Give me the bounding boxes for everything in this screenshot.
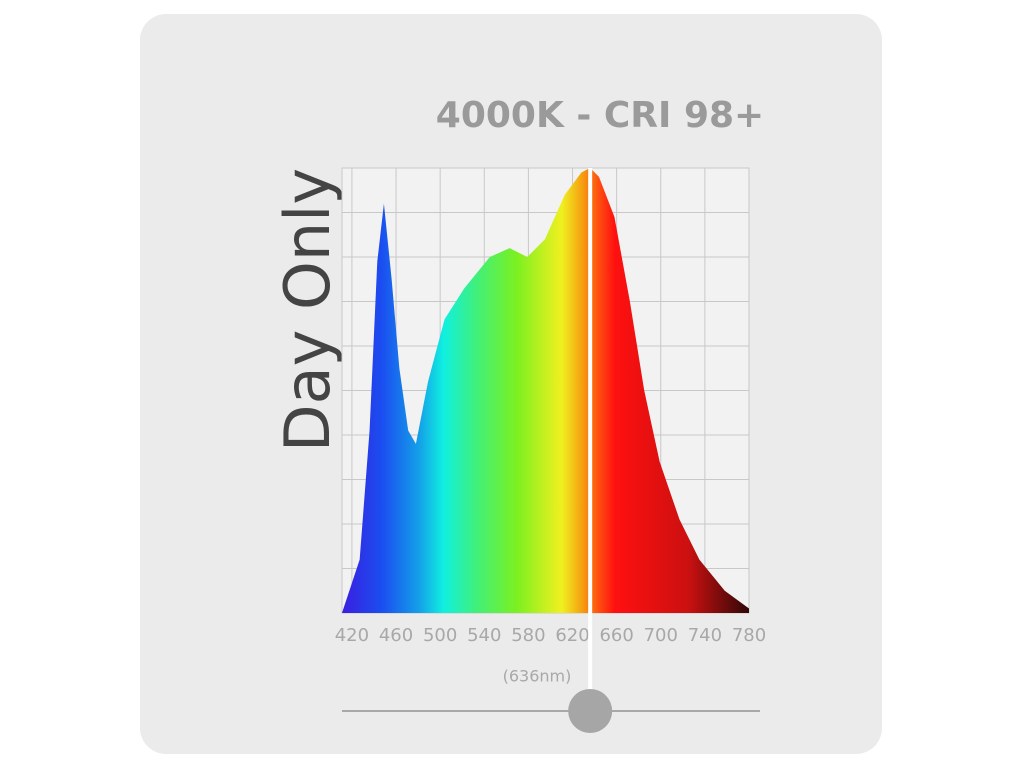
slider-handle[interactable]: [568, 689, 613, 733]
spectrum-area: [342, 168, 749, 613]
x-tick-label: 620: [555, 625, 589, 646]
chart-title: 4000K - CRI 98+: [436, 95, 764, 136]
x-tick-label: 660: [599, 625, 633, 646]
x-tick-label: 460: [379, 625, 413, 646]
x-tick-label: 580: [511, 625, 545, 646]
chart-subtitle: Day Only: [271, 168, 344, 452]
x-tick-label: 780: [732, 625, 766, 646]
x-tick-label: 500: [423, 625, 457, 646]
x-tick-label: 700: [644, 625, 678, 646]
marker-label: (636nm): [503, 667, 572, 686]
x-tick-label: 540: [467, 625, 501, 646]
x-tick-label: 740: [688, 625, 722, 646]
x-tick-label: 420: [335, 625, 369, 646]
